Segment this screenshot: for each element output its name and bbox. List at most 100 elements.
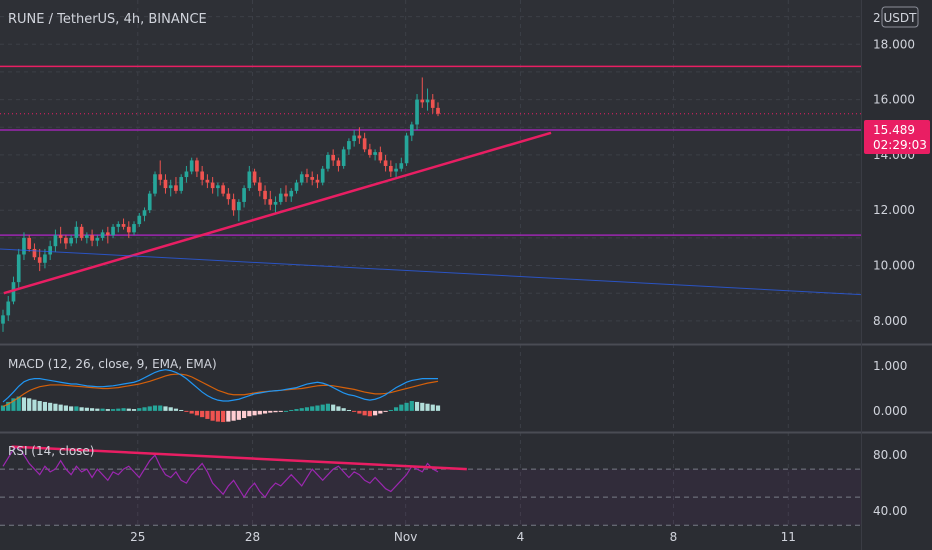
macd-histogram-bar [84,407,89,411]
candle-body [341,149,346,166]
candle-body [184,171,189,178]
price-axis-label: 18.000 [873,37,915,51]
macd-histogram-bar [74,406,79,411]
candle-body [368,149,372,155]
macd-histogram-bar [315,405,320,411]
currency-button[interactable] [881,6,919,28]
candle-body [373,152,377,155]
symbol-title[interactable]: RUNE / TetherUS, 4h, BINANCE [8,12,207,27]
macd-histogram-bar [252,410,257,416]
macd-histogram-bar [142,407,147,411]
macd-histogram-bar [11,398,16,411]
candle-body [95,237,100,241]
candle-body [205,179,210,183]
macd-histogram-bar [126,408,131,411]
candle-body [158,174,163,180]
macd-histogram-bar [105,409,110,411]
candle-body [64,237,68,244]
macd-histogram-bar [58,404,63,411]
candle-body [415,99,419,125]
candle-body [53,235,58,247]
macd-histogram-bar [189,410,194,414]
candle-body [174,185,178,191]
candle-body [268,199,273,205]
macd-histogram-bar [247,410,252,417]
macd-histogram-bar [69,406,74,411]
macd-histogram-bar [294,409,299,411]
candle-body [273,201,278,205]
candle-body [237,201,241,211]
macd-histogram-bar [341,408,346,411]
candle-body [305,174,309,178]
macd-histogram-bar [336,406,341,411]
rsi-title[interactable]: RSI (14, close) [8,444,94,458]
candle-body [121,224,126,227]
candle-body [247,171,252,189]
macd-histogram-bar [137,408,142,411]
candle-body [179,177,184,191]
candle-body [362,138,367,150]
candle-body [126,226,131,233]
macd-histogram-bar [158,405,163,411]
candle-body [58,235,63,238]
candle-body [27,237,32,249]
macd-histogram-bar [90,408,95,411]
macd-histogram-bar [37,401,42,411]
macd-histogram-bar [283,410,289,412]
candle-body [216,185,220,189]
currency-prefix: 2 [873,11,881,25]
price-axis-label: 16.000 [873,93,915,107]
candle-body [37,257,42,263]
macd-histogram-bar [257,410,262,415]
candle-body [111,226,115,236]
macd-histogram-bar [173,408,179,411]
macd-histogram-bar [163,406,168,411]
candle-body [11,282,16,302]
macd-histogram-bar [346,409,351,411]
candle-body [90,235,94,241]
macd-histogram-bar [205,410,210,419]
candle-body [278,193,283,202]
macd-histogram-bar [325,403,331,411]
candle-body [1,315,5,324]
candle-body [200,171,204,180]
macd-histogram-bar [352,410,357,412]
macd-histogram-bar [200,410,205,418]
candle-body [43,254,47,263]
macd-histogram-bar [168,407,173,411]
candle-body [231,199,236,211]
rsi-trendline[interactable] [11,445,467,471]
time-axis-label: 28 [245,530,260,544]
rsi-pane [0,434,861,528]
macd-axis-label: 1.000 [873,359,907,373]
descending-blue-line[interactable] [0,248,862,296]
macd-histogram-bar [414,401,420,411]
candle-body [331,154,336,161]
macd-histogram-bar [425,403,430,411]
candle-body [294,182,299,191]
macd-histogram-bar [304,407,310,411]
candle-body [168,185,173,189]
macd-histogram-bar [331,404,336,411]
macd-title[interactable]: MACD (12, 26, close, 9, EMA, EMA) [8,357,217,371]
macd-histogram-bar [53,403,58,411]
candle-body [48,246,53,255]
candle-body [352,135,356,142]
ascending-trendline[interactable] [3,131,552,295]
candle-body [163,179,168,189]
macd-pane [0,346,861,431]
macd-histogram-bar [399,404,404,411]
candle-body [257,182,262,191]
last-price-badge [864,120,930,154]
candle-body [6,301,11,316]
macd-histogram-bar [273,410,278,413]
macd-signal-line [2,373,439,407]
macd-histogram-bar [179,409,184,411]
macd-histogram-bar [430,404,435,411]
macd-histogram-bar [95,408,100,411]
macd-histogram-bar [42,401,48,411]
candle-body [404,135,409,164]
macd-histogram-bar [184,410,189,412]
candle-body [320,168,325,183]
